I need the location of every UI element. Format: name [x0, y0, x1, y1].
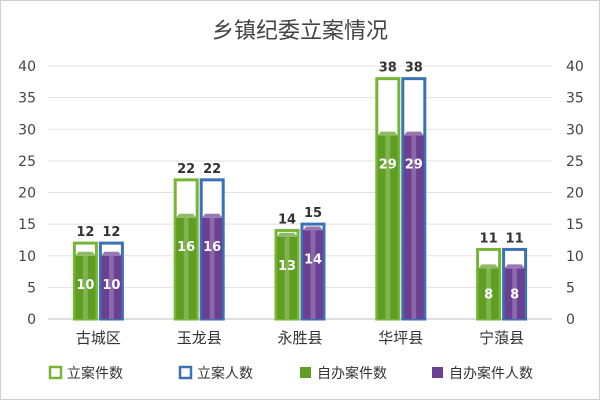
- data-label-top: 12: [76, 225, 94, 240]
- data-label-top: 38: [405, 61, 423, 76]
- data-label-inside: 13: [278, 259, 296, 274]
- data-label-inside: 29: [379, 158, 397, 173]
- bar-filled-self-cases-cap: [478, 264, 499, 269]
- legend-label: 自办案件人数: [449, 365, 533, 382]
- legend: 立案件数 立案人数 自办案件数 自办案件人数: [48, 365, 533, 382]
- bar-filled-self-persons-cap: [403, 131, 424, 136]
- y-tick-label-left: 40: [18, 59, 36, 75]
- y-tick-label-right: 35: [566, 91, 584, 107]
- bar-filled-self-persons-cap: [504, 264, 525, 269]
- y-tick-label-left: 20: [18, 186, 36, 202]
- bar-filled-self-cases: [377, 135, 398, 319]
- y-tick-label-right: 10: [566, 249, 584, 265]
- bar-filled-self-cases-highlight: [284, 236, 290, 319]
- data-label-inside: 14: [304, 252, 322, 267]
- data-label-inside: 10: [76, 278, 94, 293]
- data-label-top: 22: [203, 162, 221, 177]
- category-label: 华坪县: [378, 329, 423, 347]
- y-tick-label-left: 5: [27, 280, 36, 296]
- data-label-top: 11: [506, 231, 524, 246]
- bar-filled-self-persons: [101, 255, 122, 319]
- gridlines: [48, 65, 552, 320]
- legend-swatch: [300, 367, 311, 378]
- data-label-top: 11: [480, 231, 498, 246]
- category-label: 玉龙县: [177, 329, 222, 347]
- data-label-top: 38: [379, 61, 397, 76]
- y-tick-label-right: 40: [566, 59, 584, 75]
- y-tick-label-right: 5: [566, 280, 575, 296]
- bar-filled-self-cases: [277, 236, 297, 319]
- bar-filled-self-cases: [478, 268, 499, 319]
- bar-filled-self-persons-highlight: [411, 135, 417, 319]
- y-tick-label-left: 30: [18, 122, 36, 138]
- data-label-top: 15: [304, 206, 322, 221]
- y-tick-label-left: 15: [18, 217, 36, 233]
- y-tick-label-right: 25: [566, 154, 584, 170]
- bar-filled-self-cases-cap: [176, 213, 197, 218]
- bar-filled-self-cases-highlight: [385, 135, 391, 319]
- bar-filled-self-persons-highlight: [310, 230, 316, 319]
- data-label-top: 12: [102, 225, 120, 240]
- y-tick-label-left: 25: [18, 154, 36, 170]
- legend-swatch: [48, 365, 63, 380]
- legend-label: 自办案件数: [317, 365, 387, 382]
- data-labels: 12 12 10 10 22 22 16 16 14 15 13 14 38 38 29 29 11 11 8 8: [76, 61, 523, 303]
- bar-filled-self-persons-highlight: [109, 255, 114, 319]
- y-tick-label-right: 20: [566, 186, 584, 202]
- bar-filled-self-persons-highlight: [512, 268, 517, 319]
- y-tick-label-right: 15: [566, 217, 584, 233]
- data-label-inside: 16: [203, 240, 221, 255]
- bar-filled-self-cases-highlight: [183, 217, 189, 319]
- y-axis-left-ticks: 0 5 10 15 20 25 30 35 40: [18, 59, 36, 328]
- category-label: 宁蒗县: [479, 329, 524, 347]
- legend-label: 立案人数: [197, 365, 253, 382]
- bar-filled-self-persons-cap: [101, 251, 122, 256]
- data-label-top: 22: [177, 162, 195, 177]
- data-label-inside: 8: [510, 288, 519, 303]
- data-label-inside: 8: [484, 288, 493, 303]
- data-label-top: 14: [278, 212, 296, 227]
- bar-filled-self-cases-cap: [75, 251, 96, 256]
- category-label: 古城区: [76, 329, 121, 347]
- bar-filled-self-cases-cap: [277, 232, 297, 237]
- bar-filled-self-persons: [303, 230, 323, 319]
- data-label-inside: 29: [405, 158, 423, 173]
- legend-swatch: [432, 367, 443, 378]
- y-tick-label-left: 10: [18, 249, 36, 265]
- y-tick-label-right: 30: [566, 122, 584, 138]
- chart-title: 乡镇纪委立案情况: [212, 19, 388, 44]
- bar-filled-self-cases-highlight: [486, 268, 491, 319]
- bar-filled-self-persons-highlight: [209, 217, 215, 319]
- bar-filled-self-persons-cap: [303, 226, 323, 231]
- y-tick-label-left: 0: [27, 312, 36, 328]
- bar-filled-self-cases-cap: [377, 131, 398, 136]
- bar-filled-self-cases-highlight: [83, 255, 88, 319]
- category-label: 永胜县: [277, 329, 322, 347]
- y-tick-label-right: 0: [566, 312, 575, 328]
- legend-swatch: [178, 365, 193, 380]
- bar-filled-self-persons: [504, 268, 525, 319]
- data-label-inside: 10: [102, 278, 120, 293]
- bar-filled-self-cases: [176, 217, 197, 319]
- y-tick-label-left: 35: [18, 91, 36, 107]
- bars: [72, 77, 528, 321]
- legend-label: 立案件数: [67, 365, 123, 382]
- bar-filled-self-cases: [75, 255, 96, 319]
- bar-filled-self-persons-cap: [202, 213, 223, 218]
- y-axis-right-ticks: 0 5 10 15 20 25 30 35 40: [566, 59, 584, 328]
- data-label-inside: 16: [177, 240, 195, 255]
- bar-filled-self-persons: [403, 135, 424, 319]
- category-labels: 古城区 玉龙县 永胜县 华坪县 宁蒗县: [76, 329, 524, 347]
- bar-filled-self-persons: [202, 217, 223, 319]
